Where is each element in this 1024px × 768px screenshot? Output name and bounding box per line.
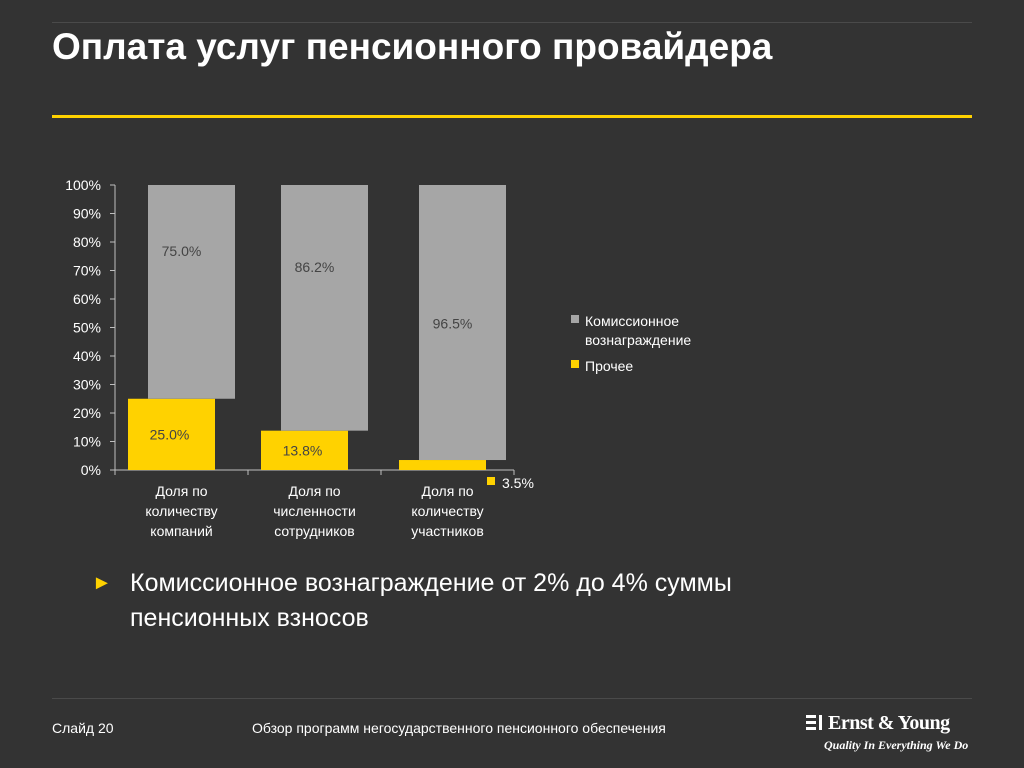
footer-divider — [52, 698, 972, 699]
legend-label: вознаграждение — [585, 332, 691, 348]
bar-other — [399, 460, 486, 470]
data-label-commission: 75.0% — [162, 243, 202, 259]
y-tick-label: 80% — [73, 234, 101, 250]
x-category-label: численности — [273, 503, 356, 519]
legend-swatch — [571, 360, 579, 368]
legend-swatch — [571, 315, 579, 323]
top-divider — [52, 22, 972, 23]
data-label-other: 13.8% — [283, 442, 323, 458]
x-category-label: количеству — [411, 503, 483, 519]
footer-title: Обзор программ негосударственного пенсио… — [252, 720, 666, 736]
x-category-label: Доля по — [288, 483, 340, 499]
data-label-commission: 96.5% — [433, 316, 473, 332]
x-category-label: сотрудников — [274, 523, 354, 539]
bullet-arrow-icon: ► — [92, 572, 112, 594]
data-label-other-marker — [487, 477, 495, 485]
bar-other — [128, 398, 215, 470]
y-tick-label: 90% — [73, 206, 101, 222]
y-tick-label: 50% — [73, 320, 101, 336]
y-tick-label: 100% — [65, 177, 101, 193]
y-tick-label: 40% — [73, 348, 101, 364]
legend-label: Комиссионное — [585, 313, 679, 329]
data-label-commission: 86.2% — [295, 259, 335, 275]
data-label-other: 3.5% — [502, 475, 534, 491]
logo-mark-icon — [806, 715, 822, 730]
x-category-label: Доля по — [421, 483, 473, 499]
stacked-bar-chart: 0% 10% 20% 30% 40% 50% 60% 70% 80% 90% 100% 75.0% 25… — [65, 177, 691, 539]
bar-commission — [281, 185, 368, 431]
y-tick-label: 60% — [73, 291, 101, 307]
y-tick-label: 10% — [73, 434, 101, 450]
title-underline — [52, 115, 972, 118]
data-label-other: 25.0% — [150, 426, 190, 442]
x-category-label: количеству — [145, 503, 217, 519]
y-tick-label: 30% — [73, 377, 101, 393]
x-category-label: компаний — [150, 523, 212, 539]
company-logo: Ernst & Young Quality In Everything We D… — [806, 712, 976, 756]
legend-label: Прочее — [585, 358, 633, 374]
bar-commission — [419, 185, 506, 461]
y-tick-label: 20% — [73, 405, 101, 421]
x-category-label: участников — [411, 523, 484, 539]
slide-number: Слайд 20 — [52, 720, 114, 736]
logo-tagline: Quality In Everything We Do — [824, 738, 969, 752]
y-tick-label: 70% — [73, 263, 101, 279]
bar-other — [261, 430, 348, 470]
y-tick-label: 0% — [81, 462, 101, 478]
bullet-text: Комиссионное вознаграждение от 2% до 4% … — [130, 569, 732, 632]
x-category-label: Доля по — [155, 483, 207, 499]
page-title: Оплата услуг пенсионного провайдера — [52, 26, 773, 67]
logo-name: Ernst & Young — [828, 712, 950, 734]
bar-commission — [148, 185, 235, 399]
